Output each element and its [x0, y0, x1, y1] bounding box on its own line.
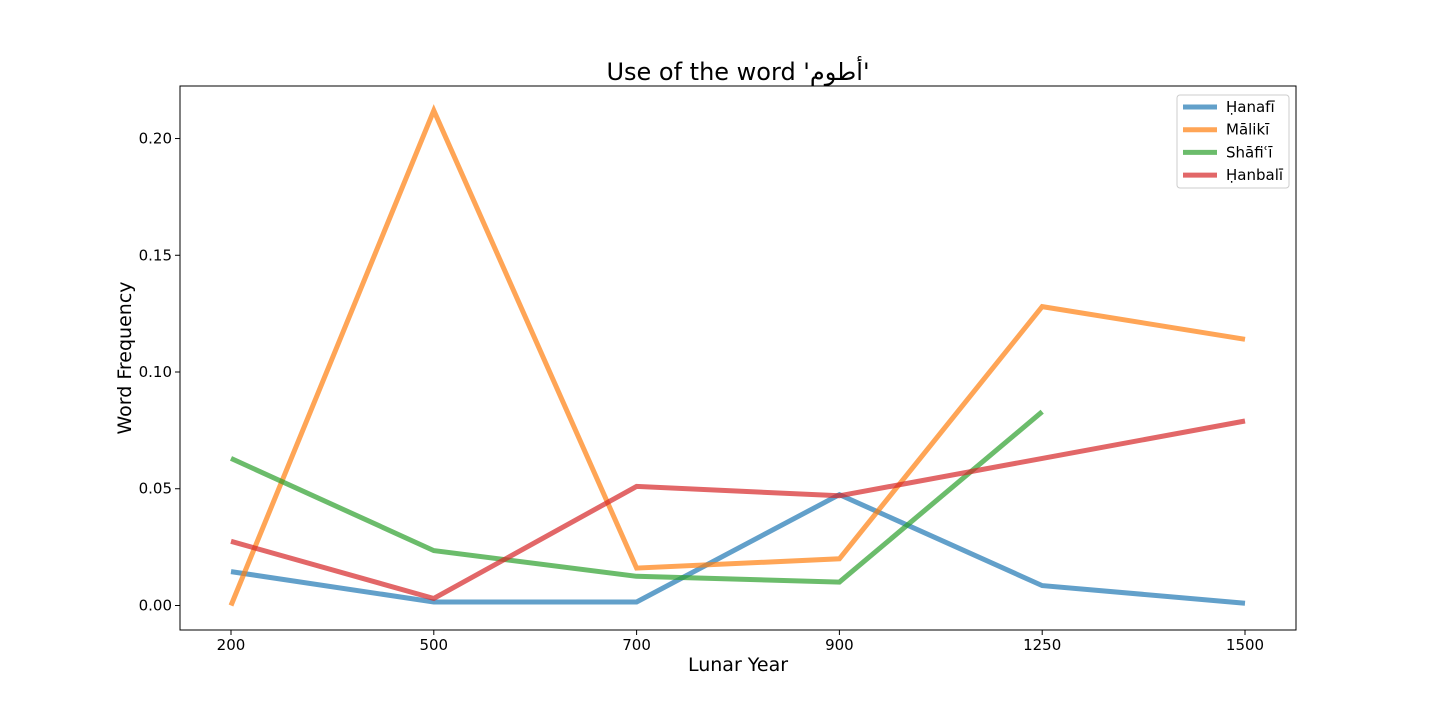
y-tick-label: 0.00	[139, 596, 172, 614]
legend-box	[1176, 94, 1290, 189]
chart-title: Use of the word 'أطوم'	[606, 56, 869, 86]
series-line-3	[229, 409, 1044, 585]
series-line-4	[230, 418, 1246, 602]
legend-label: Mālikī	[1226, 121, 1270, 139]
plot-area-frame	[179, 85, 1297, 631]
x-tick-label: 200	[217, 636, 246, 654]
legend-label: Ḥanafī	[1226, 98, 1275, 116]
y-tick-label: 0.20	[139, 130, 172, 148]
legend-label: Ḥanbalī	[1226, 166, 1284, 184]
x-tick-label: 1500	[1226, 636, 1264, 654]
x-tick-label: 900	[825, 636, 854, 654]
series-line-2	[228, 104, 1246, 607]
y-tick-label: 0.05	[139, 480, 172, 498]
y-tick-label: 0.15	[139, 246, 172, 264]
y-axis: 0.00 0.05 0.10 0.15 0.20	[139, 130, 180, 614]
series-lines	[228, 104, 1246, 607]
x-tick-label: 700	[622, 636, 651, 654]
series-line-1	[230, 491, 1246, 606]
x-axis-title: Lunar Year	[688, 654, 788, 676]
y-axis-title: Word Frequency	[114, 281, 136, 434]
x-tick-label: 1250	[1023, 636, 1061, 654]
legend-label: Shāfiʿī	[1226, 143, 1273, 161]
x-axis: 200 500 700 900 1250 1500	[217, 630, 1264, 654]
x-tick-label: 500	[419, 636, 448, 654]
legend: Ḥanafī Mālikī Shāfiʿī Ḥanbalī	[1176, 94, 1290, 189]
y-tick-label: 0.10	[139, 363, 172, 381]
